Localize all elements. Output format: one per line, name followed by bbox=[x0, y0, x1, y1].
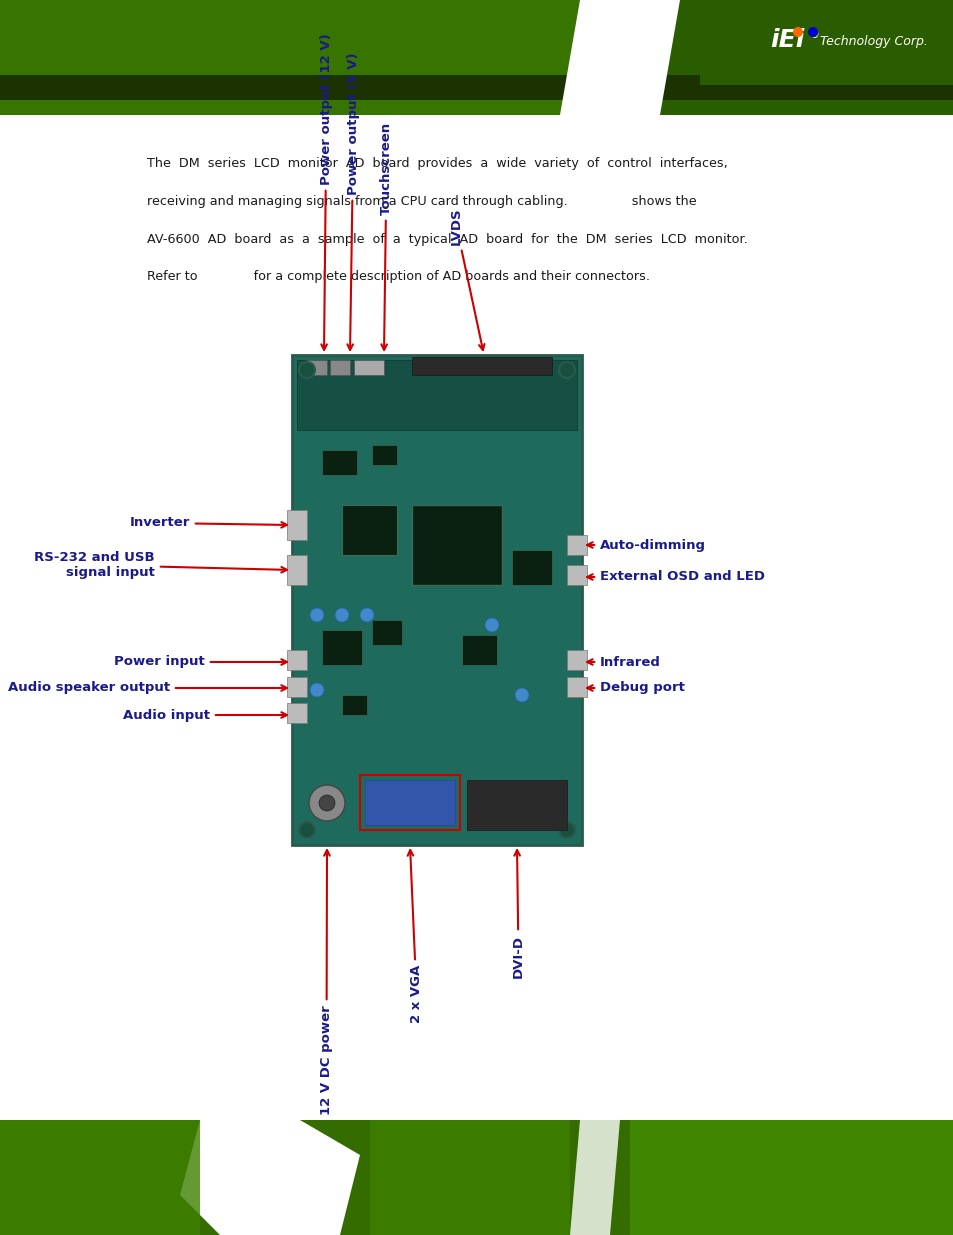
Bar bbox=[372, 620, 401, 645]
Circle shape bbox=[309, 785, 345, 821]
Circle shape bbox=[318, 795, 335, 811]
Bar bbox=[412, 357, 552, 375]
Bar bbox=[0, 1120, 953, 1235]
Bar bbox=[296, 359, 577, 430]
Text: receiving and managing signals from a CPU card through cabling.                s: receiving and managing signals from a CP… bbox=[147, 195, 696, 207]
Circle shape bbox=[558, 362, 575, 378]
Bar bbox=[512, 550, 552, 585]
Text: Refer to              for a complete description of AD boards and their connecto: Refer to for a complete description of A… bbox=[147, 270, 649, 283]
Bar bbox=[467, 781, 566, 830]
Bar bbox=[370, 1120, 569, 1235]
Text: Auto-dimming: Auto-dimming bbox=[586, 538, 705, 552]
Bar bbox=[566, 564, 586, 585]
Text: AV-6600  AD  board  as  a  sample  of  a  typical  AD  board  for  the  DM  seri: AV-6600 AD board as a sample of a typica… bbox=[147, 233, 747, 246]
Polygon shape bbox=[559, 0, 679, 115]
Text: Inverter: Inverter bbox=[130, 516, 287, 530]
Text: Power output (12 V): Power output (12 V) bbox=[319, 33, 333, 350]
Bar bbox=[292, 354, 581, 845]
Bar bbox=[322, 450, 356, 475]
Circle shape bbox=[558, 823, 575, 839]
Text: Debug port: Debug port bbox=[586, 682, 684, 694]
Text: Power input: Power input bbox=[114, 656, 287, 668]
Text: The  DM  series  LCD  monitor  AD  board  provides  a  wide  variety  of  contro: The DM series LCD monitor AD board provi… bbox=[147, 157, 727, 170]
Bar bbox=[700, 15, 953, 85]
Bar bbox=[0, 75, 953, 100]
Polygon shape bbox=[180, 1120, 359, 1235]
Circle shape bbox=[310, 608, 324, 622]
Polygon shape bbox=[569, 1120, 619, 1235]
Circle shape bbox=[359, 608, 374, 622]
Bar bbox=[461, 635, 497, 664]
Text: ®: ® bbox=[809, 30, 819, 40]
Bar bbox=[287, 555, 307, 585]
Circle shape bbox=[515, 688, 529, 701]
Bar bbox=[0, 0, 599, 115]
Circle shape bbox=[298, 823, 314, 839]
Circle shape bbox=[298, 362, 314, 378]
Circle shape bbox=[807, 27, 817, 37]
Bar bbox=[0, 1120, 953, 1235]
Text: Infrared: Infrared bbox=[586, 656, 660, 668]
Text: Touchscreen: Touchscreen bbox=[379, 122, 393, 350]
Bar bbox=[354, 359, 384, 375]
Text: Audio input: Audio input bbox=[123, 709, 287, 721]
Bar bbox=[372, 445, 396, 466]
Circle shape bbox=[484, 618, 498, 632]
Bar bbox=[629, 1120, 953, 1235]
Bar bbox=[0, 1120, 200, 1235]
Text: Technology Corp.: Technology Corp. bbox=[820, 36, 927, 48]
Circle shape bbox=[310, 683, 324, 697]
Text: iEi: iEi bbox=[769, 28, 803, 52]
Bar bbox=[629, 0, 953, 115]
Bar bbox=[0, 0, 953, 115]
Bar bbox=[287, 650, 307, 671]
Bar bbox=[359, 776, 459, 830]
Bar bbox=[322, 630, 361, 664]
Text: 12 V DC power: 12 V DC power bbox=[319, 850, 333, 1115]
Bar bbox=[341, 695, 367, 715]
Circle shape bbox=[792, 27, 802, 37]
Bar bbox=[330, 359, 350, 375]
Bar bbox=[287, 703, 307, 722]
Bar bbox=[287, 510, 307, 540]
Bar bbox=[365, 781, 455, 825]
Bar bbox=[566, 677, 586, 697]
Bar bbox=[287, 677, 307, 697]
Bar bbox=[566, 535, 586, 555]
Text: 2 x VGA: 2 x VGA bbox=[407, 850, 422, 1024]
Bar bbox=[566, 650, 586, 671]
Text: RS-232 and USB
signal input: RS-232 and USB signal input bbox=[34, 551, 287, 579]
Circle shape bbox=[335, 608, 349, 622]
Text: DVI-D: DVI-D bbox=[512, 850, 524, 978]
Text: LVDS: LVDS bbox=[450, 207, 484, 350]
Bar bbox=[307, 359, 327, 375]
Text: Audio speaker output: Audio speaker output bbox=[8, 682, 287, 694]
Text: External OSD and LED: External OSD and LED bbox=[586, 571, 764, 583]
Text: Power output (5 V): Power output (5 V) bbox=[347, 52, 359, 350]
Bar bbox=[412, 505, 501, 585]
Bar bbox=[341, 505, 396, 555]
